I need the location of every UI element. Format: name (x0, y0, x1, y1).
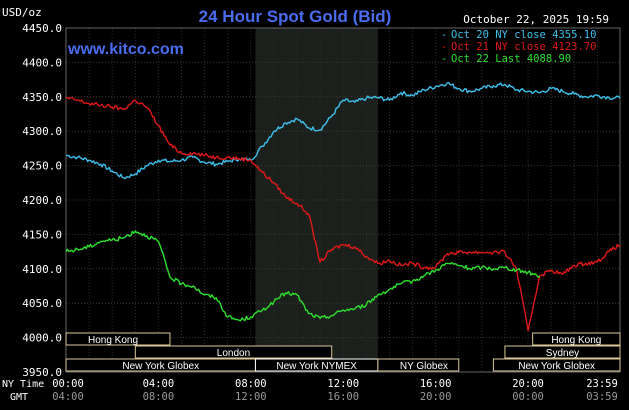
timestamp: October 22, 2025 19:59 (463, 13, 609, 26)
chart-title: 24 Hour Spot Gold (Bid) (199, 7, 392, 26)
x-tick-ny: 08:00 (235, 378, 267, 390)
session-label: New York Globex (122, 361, 199, 372)
y-tick-label: 4400.0 (22, 56, 62, 69)
x-tick-ny: 12:00 (327, 378, 359, 390)
legend-entry-oct20: Oct 20 NY close 4355.10 (451, 29, 596, 41)
y-tick-label: 4050.0 (22, 297, 62, 310)
y-tick-label: 4350.0 (22, 91, 62, 104)
x-tick-gmt: 16:00 (327, 391, 359, 403)
y-tick-label: 4450.0 (22, 22, 62, 35)
legend-dash-oct22: - (441, 53, 447, 65)
session-label: New York Globex (518, 361, 595, 372)
series-line-1 (65, 81, 621, 180)
session-box (65, 332, 171, 346)
x-tick-gmt: 20:00 (420, 391, 452, 403)
x-tick-ny: 20:00 (512, 378, 544, 390)
watermark: www.kitco.com (67, 41, 184, 58)
series-line-3 (65, 230, 540, 322)
y-tick-label: 4300.0 (22, 125, 62, 138)
y-tick-label: 3950.0 (22, 366, 62, 379)
x-tick-ny: 00:00 (52, 378, 84, 390)
y-tick-label: 4000.0 (22, 332, 62, 345)
x-tick-gmt: 03:59 (586, 391, 618, 403)
session-box (134, 345, 333, 359)
y-tick-label: 4250.0 (22, 160, 62, 173)
legend-dash-oct21: - (441, 41, 447, 53)
x-tick-gmt: 12:00 (235, 391, 267, 403)
x-tick-gmt: 04:00 (52, 391, 84, 403)
x-tick-gmt: 08:00 (143, 391, 175, 403)
y-tick-label: 4100.0 (22, 263, 62, 276)
session-box (532, 332, 621, 346)
unit-label: USD/oz (2, 6, 42, 19)
y-tick-label: 4200.0 (22, 194, 62, 207)
x-tick-ny: 16:00 (420, 378, 452, 390)
session-label: Hong Kong (551, 335, 601, 346)
plot-border (65, 27, 621, 373)
session-box (504, 345, 621, 359)
legend: Oct 20 NY close 4355.10 Oct 21 NY close … (441, 29, 596, 65)
x-tick-gmt: 00:00 (512, 391, 544, 403)
session-label: NY Globex (400, 361, 448, 372)
x-tick-ny: 04:00 (143, 378, 175, 390)
gmt-label: GMT (10, 392, 28, 403)
session-label: Sydney (546, 348, 579, 359)
session-label: Hong Kong (88, 335, 138, 346)
legend-entry-oct22: Oct 22 Last 4088.90 (451, 53, 571, 65)
y-tick-label: 4150.0 (22, 228, 62, 241)
session-label: New York NYMEX (276, 361, 357, 372)
series-line-2 (65, 96, 621, 332)
session-box (377, 358, 460, 372)
legend-dash-oct20: - (441, 29, 447, 41)
legend-entry-oct21: Oct 21 NY close 4123.70 (451, 41, 596, 53)
session-label: London (217, 348, 250, 359)
x-tick-ny: 23:59 (586, 378, 618, 390)
session-box (492, 358, 621, 372)
ny-time-label: NY Time (2, 379, 44, 390)
